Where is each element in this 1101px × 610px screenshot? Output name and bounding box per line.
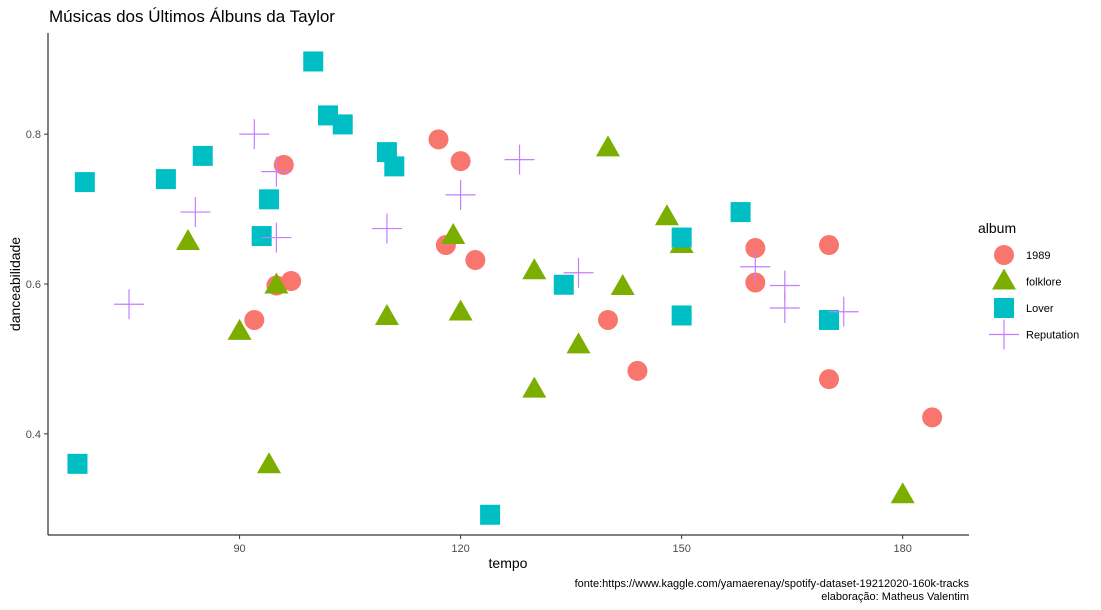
point-1989 xyxy=(819,235,840,256)
legend-key-lover xyxy=(994,298,1014,318)
point-lover xyxy=(671,305,692,326)
point-folklore xyxy=(595,135,620,157)
point-lover xyxy=(155,169,176,190)
y-tick-label: 0.6 xyxy=(26,279,41,291)
legend-label-1989: 1989 xyxy=(1026,250,1050,262)
point-1989 xyxy=(450,151,471,172)
legend-key-1989 xyxy=(994,245,1014,265)
y-tick-label: 0.8 xyxy=(26,129,41,141)
point-1989 xyxy=(281,271,302,292)
point-lover xyxy=(74,172,95,193)
point-reputation xyxy=(261,222,292,253)
axis-ticks: 90 120 150 180 0.4 0.6 0.8 xyxy=(26,129,912,555)
point-lover xyxy=(480,504,501,525)
point-folklore xyxy=(264,272,289,294)
point-reputation xyxy=(563,257,594,288)
point-1989 xyxy=(244,309,265,330)
point-folklore xyxy=(257,452,282,474)
legend-key-folklore xyxy=(992,268,1016,290)
point-1989 xyxy=(745,238,766,259)
point-1989 xyxy=(597,309,618,330)
point-folklore xyxy=(175,229,200,251)
point-reputation xyxy=(828,296,859,327)
point-lover xyxy=(384,156,405,177)
point-reputation xyxy=(114,289,145,320)
data-points xyxy=(67,51,943,525)
legend-key-reputation xyxy=(989,319,1019,350)
point-folklore xyxy=(441,223,466,245)
point-reputation xyxy=(504,144,535,175)
point-1989 xyxy=(465,250,486,271)
point-lover xyxy=(259,189,280,210)
point-reputation xyxy=(261,156,292,187)
point-reputation xyxy=(371,213,402,244)
y-tick-label: 0.4 xyxy=(26,429,41,441)
point-lover xyxy=(671,227,692,248)
x-tick-label: 180 xyxy=(894,543,912,555)
legend: album 1989 folklore Lover Reputation xyxy=(978,220,1079,350)
legend-label-lover: Lover xyxy=(1026,303,1054,315)
caption-author: elaboração: Matheus Valentim xyxy=(821,591,969,603)
point-1989 xyxy=(273,154,294,175)
point-folklore xyxy=(448,299,473,321)
point-lover xyxy=(303,51,324,72)
y-axis-title: danceabilidade xyxy=(7,237,23,331)
point-reputation xyxy=(445,179,476,210)
point-1989 xyxy=(922,407,943,428)
point-lover xyxy=(67,453,88,474)
point-folklore xyxy=(890,482,915,504)
point-reputation xyxy=(769,292,800,323)
point-lover xyxy=(553,274,574,295)
x-axis-title: tempo xyxy=(489,555,528,571)
point-folklore xyxy=(522,376,547,398)
legend-label-reputation: Reputation xyxy=(1026,330,1079,342)
point-lover xyxy=(730,202,751,223)
x-tick-label: 120 xyxy=(451,543,469,555)
chart-title: Músicas dos Últimos Álbuns da Taylor xyxy=(49,7,335,26)
point-lover xyxy=(251,226,272,247)
point-1989 xyxy=(819,369,840,390)
point-folklore xyxy=(522,258,547,280)
x-tick-label: 90 xyxy=(233,543,245,555)
point-1989 xyxy=(428,129,449,150)
point-lover xyxy=(332,114,353,135)
point-1989 xyxy=(627,360,648,381)
x-tick-label: 150 xyxy=(672,543,690,555)
point-lover xyxy=(192,145,213,166)
legend-title: album xyxy=(978,220,1016,236)
legend-label-folklore: folklore xyxy=(1026,277,1061,289)
point-folklore xyxy=(566,332,591,354)
caption-source: fonte:https://www.kaggle.com/yamaerenay/… xyxy=(575,578,970,590)
point-folklore xyxy=(227,318,252,340)
point-1989 xyxy=(745,272,766,293)
point-folklore xyxy=(374,303,399,325)
point-reputation xyxy=(740,251,771,282)
point-folklore xyxy=(610,273,635,295)
point-folklore xyxy=(654,204,679,226)
point-reputation xyxy=(239,119,270,150)
point-reputation xyxy=(180,197,211,228)
point-lover xyxy=(819,309,840,330)
